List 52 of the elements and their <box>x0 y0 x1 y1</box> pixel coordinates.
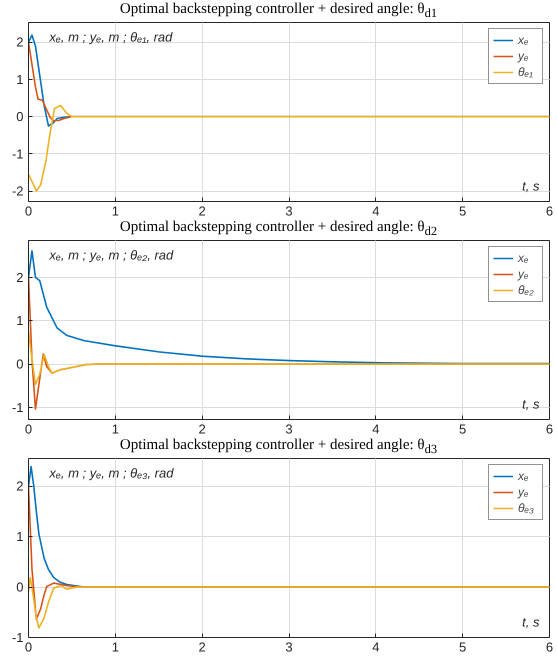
legend-label: yₑ <box>518 485 530 499</box>
x-tick-label: 6 <box>546 640 554 654</box>
x-tick-label: 6 <box>546 204 554 218</box>
y-tick-label: 2 <box>16 478 24 494</box>
x-tick-label: 1 <box>112 204 119 218</box>
x-tick-label: 5 <box>459 640 466 654</box>
legend-label: θₑ₂ <box>518 283 535 297</box>
x-tick-label: 3 <box>285 422 293 436</box>
y-tick-label: 2 <box>16 270 24 285</box>
legend-label: xₑ <box>518 33 530 47</box>
x-tick-label: 3 <box>285 640 293 654</box>
x-tick-label: 4 <box>372 204 380 218</box>
x-tick-label: 5 <box>459 204 466 218</box>
legend-label: xₑ <box>518 251 530 265</box>
y-tick-label: -1 <box>12 146 24 162</box>
legend-label: θₑ₁ <box>518 65 534 79</box>
x-tick-label: 5 <box>459 422 466 436</box>
x-tick-label: 4 <box>372 640 380 654</box>
x-tick-label: 2 <box>198 640 206 654</box>
y-tick-label: -2 <box>12 184 24 199</box>
x-tick-label: 3 <box>285 204 293 218</box>
y-tick-label: -1 <box>12 630 24 645</box>
x-tick-label: 6 <box>546 422 554 436</box>
x-axis-title: t, s <box>522 396 540 412</box>
legend-label: yₑ <box>518 49 530 63</box>
x-tick-label: 1 <box>112 422 119 436</box>
annotation: xₑ, m ; yₑ, m ; θₑ₁, rad <box>48 30 174 45</box>
legend-label: θₑ₃ <box>518 501 535 515</box>
y-tick-label: 0 <box>16 109 24 124</box>
legend-label: yₑ <box>518 267 530 281</box>
y-tick-label: 1 <box>16 313 24 328</box>
chart-title: Optimal backstepping controller + desired angle: θ$_{d1}$ <box>120 0 438 22</box>
x-tick-label: 2 <box>198 422 206 436</box>
y-tick-label: 1 <box>16 529 24 544</box>
x-tick-label: 1 <box>112 640 119 654</box>
x-axis-title: t, s <box>522 614 540 630</box>
line-series <box>28 330 550 386</box>
x-tick-label: 4 <box>372 422 380 436</box>
annotation: xₑ, m ; yₑ, m ; θₑ₃, rad <box>48 466 174 481</box>
y-tick-label: 0 <box>16 356 24 372</box>
line-series <box>28 104 550 192</box>
chart-title: Optimal backstepping controller + desired angle: θ$_{d2}$ <box>120 218 438 240</box>
chart-title: Optimal backstepping controller + desired angle: θ$_{d3}$ <box>120 436 438 458</box>
annotation: xₑ, m ; yₑ, m ; θₑ₂, rad <box>48 248 174 263</box>
legend-label: xₑ <box>518 469 530 483</box>
y-tick-label: 0 <box>16 580 24 595</box>
x-tick-label: 2 <box>198 204 206 218</box>
y-tick-label: 1 <box>16 72 24 87</box>
y-tick-label: -1 <box>12 400 24 415</box>
y-tick-label: 2 <box>16 34 24 50</box>
line-series <box>28 576 550 629</box>
x-axis-title: t, s <box>522 178 540 194</box>
